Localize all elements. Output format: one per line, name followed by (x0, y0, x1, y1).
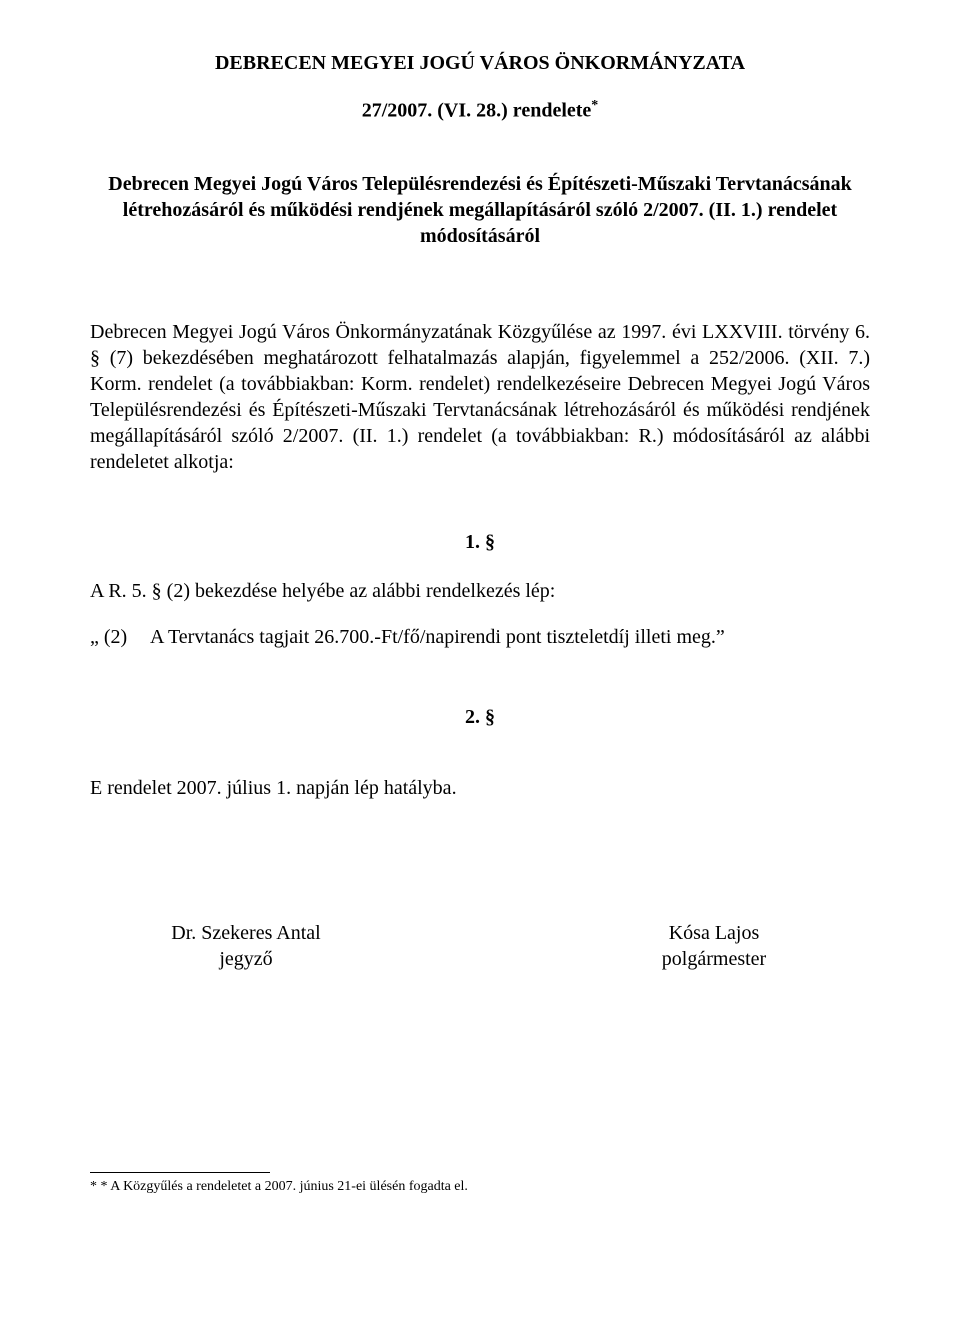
subtitle: Debrecen Megyei Jogú Város Településrend… (90, 171, 870, 249)
signature-right-role: polgármester (558, 946, 870, 972)
regulation-number-text: 27/2007. (VI. 28.) rendelete (362, 100, 592, 122)
section-1-intro: A R. 5. § (2) bekezdése helyébe az alább… (90, 578, 870, 604)
signature-left: Dr. Szekeres Antal jegyző (90, 920, 402, 972)
signature-right-name: Kósa Lajos (558, 920, 870, 946)
footnote-text: A Közgyűlés a rendeletet a 2007. június … (110, 1179, 468, 1194)
section-2-heading: 2. § (90, 706, 870, 729)
footnote: * * A Közgyűlés a rendeletet a 2007. jún… (90, 1179, 870, 1196)
section-2-text: E rendelet 2007. július 1. napján lép ha… (90, 777, 870, 800)
document-page: DEBRECEN MEGYEI JOGÚ VÁROS ÖNKORMÁNYZATA… (0, 0, 960, 1331)
section-1-quote: „ (2) A Tervtanács tagjait 26.700.-Ft/fő… (90, 624, 870, 650)
signature-left-name: Dr. Szekeres Antal (90, 920, 402, 946)
org-title: DEBRECEN MEGYEI JOGÚ VÁROS ÖNKORMÁNYZATA (90, 50, 870, 76)
quote-number: „ (2) (90, 624, 150, 650)
preamble: Debrecen Megyei Jogú Város Önkormányzatá… (90, 319, 870, 475)
regulation-number: 27/2007. (VI. 28.) rendelete* (90, 98, 870, 123)
section-1-heading: 1. § (90, 531, 870, 554)
footnote-ref-mark: * (591, 98, 598, 113)
signature-row: Dr. Szekeres Antal jegyző Kósa Lajos pol… (90, 920, 870, 972)
quote-text: A Tervtanács tagjait 26.700.-Ft/fő/napir… (150, 624, 870, 650)
footnote-marks: * * (90, 1179, 108, 1194)
signature-right: Kósa Lajos polgármester (558, 920, 870, 972)
footnote-separator (90, 1172, 270, 1173)
signature-left-role: jegyző (90, 946, 402, 972)
